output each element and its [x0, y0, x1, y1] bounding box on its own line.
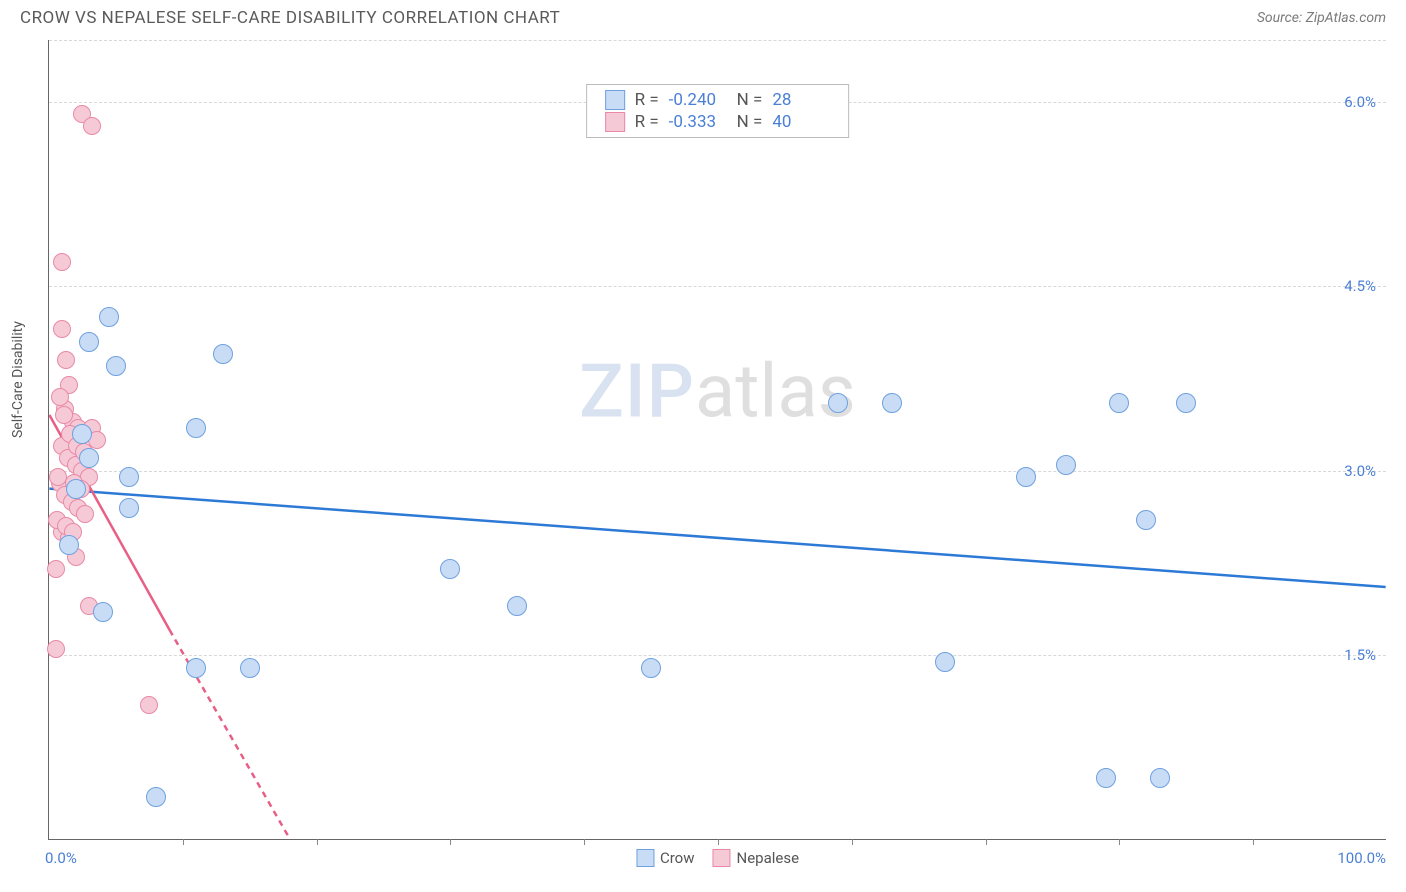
- x-tick: [584, 839, 585, 845]
- data-point: [935, 652, 955, 672]
- data-point: [79, 448, 99, 468]
- data-point: [1176, 393, 1196, 413]
- chart-title: CROW VS NEPALESE SELF-CARE DISABILITY CO…: [20, 8, 560, 28]
- data-point: [93, 602, 113, 622]
- data-point: [240, 658, 260, 678]
- data-point: [119, 467, 139, 487]
- y-tick-label: 6.0%: [1344, 93, 1376, 111]
- data-point: [76, 505, 94, 523]
- watermark-atlas: atlas: [695, 348, 856, 435]
- data-point: [99, 307, 119, 327]
- data-point: [641, 658, 661, 678]
- data-point: [440, 559, 460, 579]
- data-point: [1150, 768, 1170, 788]
- data-point: [213, 344, 233, 364]
- legend-label-crow: Crow: [660, 849, 695, 867]
- swatch-nepalese: [605, 112, 625, 132]
- data-point: [83, 117, 101, 135]
- x-tick: [1119, 839, 1120, 845]
- x-tick: [718, 839, 719, 845]
- y-axis-title: Self-Care Disability: [10, 321, 26, 438]
- data-point: [140, 696, 158, 714]
- data-point: [146, 787, 166, 807]
- data-point: [55, 406, 73, 424]
- data-point: [119, 498, 139, 518]
- data-point: [882, 393, 902, 413]
- swatch-crow: [605, 90, 625, 110]
- stats-r-nepalese: -0.333: [669, 112, 727, 132]
- grid-line: [49, 40, 1386, 41]
- data-point: [72, 424, 92, 444]
- stats-legend-box: R = -0.240 N = 28 R = -0.333 N = 40: [586, 84, 850, 138]
- legend-label-nepalese: Nepalese: [736, 849, 799, 867]
- x-min-label: 0.0%: [45, 849, 77, 867]
- trend-lines: [49, 40, 1386, 839]
- grid-line: [49, 655, 1386, 656]
- data-point: [1056, 455, 1076, 475]
- stats-row-nepalese: R = -0.333 N = 40: [605, 111, 831, 133]
- y-tick-label: 1.5%: [1344, 646, 1376, 664]
- data-point: [1016, 467, 1036, 487]
- data-point: [507, 596, 527, 616]
- plot-area: ZIPatlas R = -0.240 N = 28 R = -0.333 N …: [48, 40, 1386, 840]
- stats-row-crow: R = -0.240 N = 28: [605, 89, 831, 111]
- data-point: [47, 640, 65, 658]
- x-tick: [852, 839, 853, 845]
- x-tick: [1253, 839, 1254, 845]
- data-point: [1096, 768, 1116, 788]
- stats-n-label: N =: [737, 112, 763, 132]
- data-point: [57, 351, 75, 369]
- data-point: [59, 535, 79, 555]
- x-tick: [986, 839, 987, 845]
- bottom-legend: Crow Nepalese: [636, 849, 799, 867]
- stats-n-label: N =: [737, 90, 763, 110]
- stats-r-crow: -0.240: [669, 90, 727, 110]
- data-point: [47, 560, 65, 578]
- legend-swatch-crow: [636, 849, 654, 867]
- legend-swatch-nepalese: [712, 849, 730, 867]
- y-tick-label: 3.0%: [1344, 462, 1376, 480]
- watermark: ZIPatlas: [579, 348, 856, 435]
- data-point: [1109, 393, 1129, 413]
- data-point: [106, 356, 126, 376]
- data-point: [53, 320, 71, 338]
- grid-line: [49, 286, 1386, 287]
- x-tick: [317, 839, 318, 845]
- x-tick: [183, 839, 184, 845]
- data-point: [1136, 510, 1156, 530]
- legend-item-nepalese: Nepalese: [712, 849, 799, 867]
- watermark-zip: ZIP: [579, 348, 695, 435]
- data-point: [828, 393, 848, 413]
- y-tick-label: 4.5%: [1344, 277, 1376, 295]
- data-point: [51, 388, 69, 406]
- x-max-label: 100.0%: [1337, 849, 1386, 867]
- data-point: [53, 253, 71, 271]
- data-point: [186, 658, 206, 678]
- chart-source: Source: ZipAtlas.com: [1257, 10, 1386, 26]
- stats-r-label: R =: [635, 90, 659, 110]
- stats-n-nepalese: 40: [772, 112, 830, 132]
- x-tick: [450, 839, 451, 845]
- legend-item-crow: Crow: [636, 849, 695, 867]
- data-point: [186, 418, 206, 438]
- stats-n-crow: 28: [772, 90, 830, 110]
- stats-r-label: R =: [635, 112, 659, 132]
- data-point: [66, 479, 86, 499]
- data-point: [79, 332, 99, 352]
- grid-line: [49, 471, 1386, 472]
